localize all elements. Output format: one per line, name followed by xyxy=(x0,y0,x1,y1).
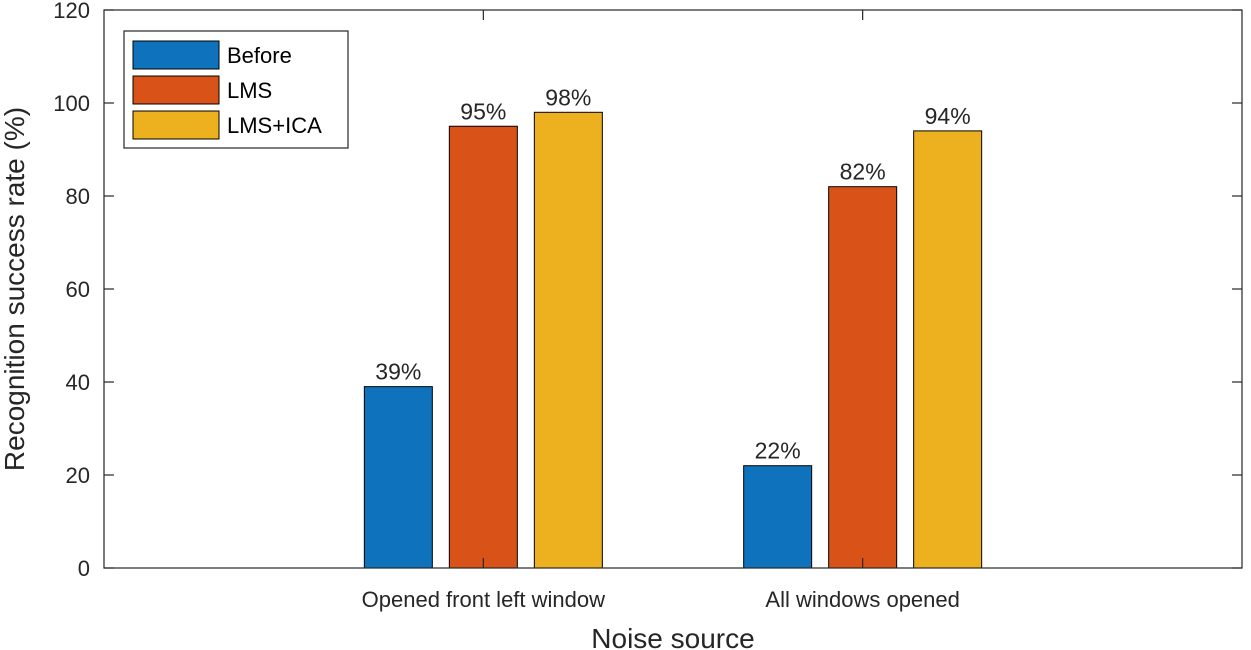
x-axis-title: Noise source xyxy=(591,623,754,650)
y-tick-label-40: 40 xyxy=(66,370,90,395)
legend-label-lms: LMS xyxy=(227,78,272,103)
bar-lms-1 xyxy=(448,125,518,569)
y-axis-title: Recognition success rate (%) xyxy=(0,107,30,471)
data-label-lms-1: 95% xyxy=(460,98,506,124)
data-label-lms-2: 82% xyxy=(840,159,886,185)
legend: Before LMS LMS+ICA xyxy=(123,30,349,149)
bar-lms-ica-2 xyxy=(913,130,983,569)
y-tick-label-60: 60 xyxy=(66,277,90,302)
bar-lms-2 xyxy=(828,186,898,569)
legend-swatch-before xyxy=(132,40,220,70)
legend-label-lms-ica: LMS+ICA xyxy=(227,113,322,138)
bar-before-2 xyxy=(743,465,813,569)
bar-lms-ica-1 xyxy=(533,111,603,569)
x-tick-label-1: Opened front left window xyxy=(362,587,605,612)
legend-label-before: Before xyxy=(227,43,292,68)
x-tick-label-2: All windows opened xyxy=(765,587,959,612)
legend-swatch-lms-ica xyxy=(132,110,220,140)
y-tick-label-80: 80 xyxy=(66,184,90,209)
data-label-lms-ica-1: 98% xyxy=(545,84,591,110)
y-tick-label-100: 100 xyxy=(53,91,90,116)
y-tick-label-20: 20 xyxy=(66,463,90,488)
bar-before-1 xyxy=(363,386,433,569)
bars-layer xyxy=(363,111,983,569)
legend-swatch-lms xyxy=(132,75,220,105)
data-label-before-2: 22% xyxy=(755,438,801,464)
data-label-before-1: 39% xyxy=(375,359,421,385)
data-label-lms-ica-2: 94% xyxy=(925,103,971,129)
y-tick-label-0: 0 xyxy=(78,556,90,581)
data-labels-layer: 39% 95% 98% 22% 82% 94% xyxy=(375,84,970,463)
y-tick-label-120: 120 xyxy=(53,0,90,23)
